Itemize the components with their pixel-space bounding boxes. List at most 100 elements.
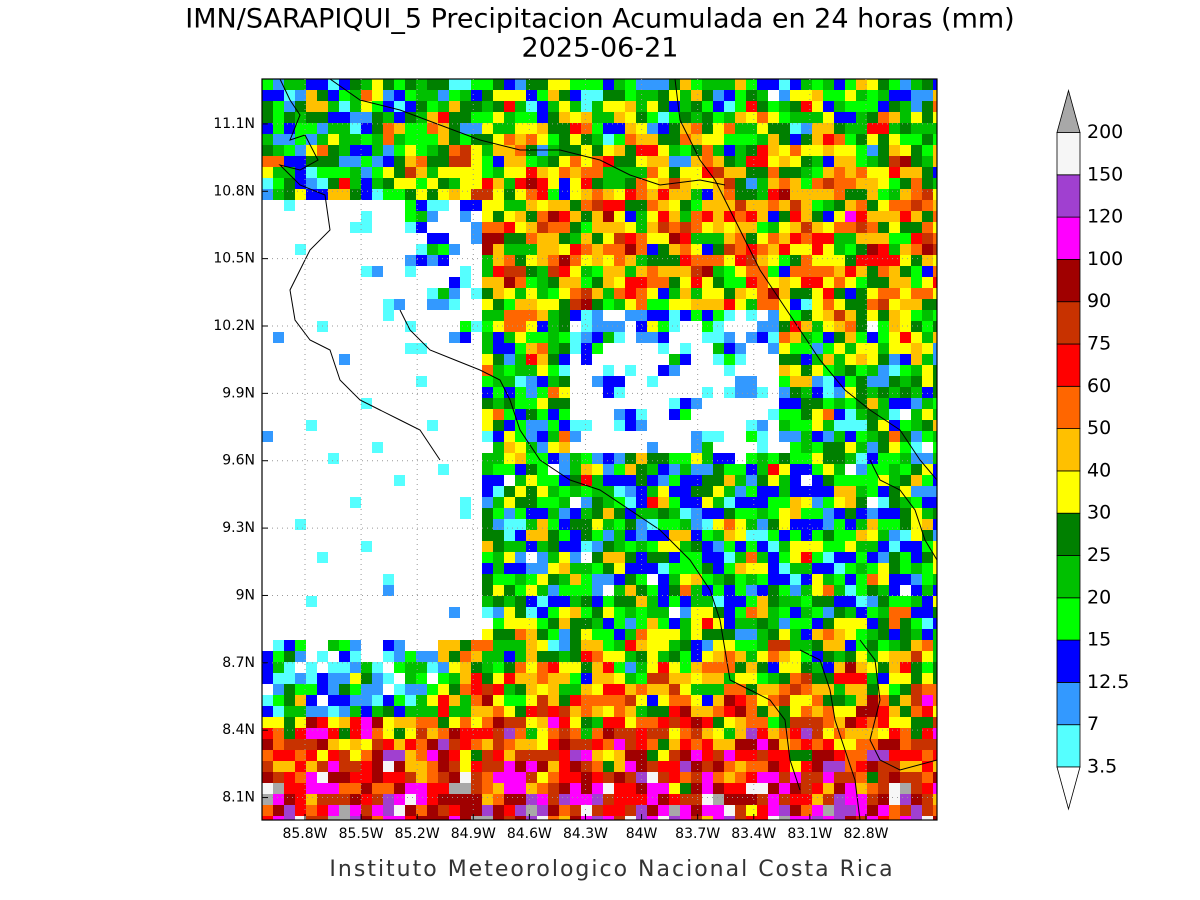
field-cell — [603, 695, 615, 707]
field-cell — [295, 244, 307, 256]
field-cell — [262, 640, 274, 652]
field-cell — [438, 486, 450, 498]
field-cell — [449, 772, 461, 784]
field-cell — [460, 123, 472, 135]
field-cell — [394, 145, 406, 157]
field-cell — [658, 376, 670, 388]
field-cell — [394, 574, 406, 586]
field-cell — [933, 365, 937, 377]
field-cell — [867, 574, 879, 586]
field-cell — [691, 794, 703, 806]
coastline — [278, 79, 441, 461]
field-cell — [757, 596, 769, 608]
field-cell — [680, 739, 692, 751]
field-cell — [669, 706, 681, 718]
field-cell — [889, 816, 901, 820]
field-cell — [702, 607, 714, 619]
field-cell — [273, 332, 285, 344]
field-cell — [482, 299, 494, 311]
field-cell — [295, 816, 307, 820]
field-cell — [559, 398, 571, 410]
field-cell — [482, 409, 494, 421]
field-cell — [933, 805, 937, 817]
field-cell — [878, 783, 890, 795]
field-cell — [845, 211, 857, 223]
field-cell — [779, 706, 791, 718]
field-cell — [383, 706, 395, 718]
field-cell — [933, 310, 937, 322]
field-cell — [922, 79, 934, 91]
field-cell — [394, 90, 406, 102]
field-cell — [361, 354, 373, 366]
field-cell — [614, 651, 626, 663]
field-cell — [889, 486, 901, 498]
field-cell — [691, 541, 703, 553]
field-cell — [724, 167, 736, 179]
field-cell — [372, 750, 384, 762]
field-cell — [636, 90, 648, 102]
field-cell — [383, 112, 395, 124]
field-cell — [559, 739, 571, 751]
field-cell — [702, 618, 714, 630]
field-cell — [834, 431, 846, 443]
field-cell — [592, 244, 604, 256]
field-cell — [845, 409, 857, 421]
field-cell — [625, 673, 637, 685]
field-cell — [834, 112, 846, 124]
field-cell — [900, 717, 912, 729]
field-cell — [548, 805, 560, 817]
field-cell — [548, 409, 560, 421]
field-cell — [405, 156, 417, 168]
field-cell — [284, 530, 296, 542]
field-cell — [328, 508, 340, 520]
field-cell — [647, 79, 659, 91]
field-cell — [361, 244, 373, 256]
field-cell — [768, 332, 780, 344]
field-cell — [691, 519, 703, 531]
field-cell — [262, 574, 274, 586]
field-cell — [603, 123, 615, 135]
field-cell — [900, 189, 912, 201]
field-cell — [262, 90, 274, 102]
field-cell — [372, 739, 384, 751]
field-cell — [295, 145, 307, 157]
field-cell — [361, 200, 373, 212]
field-cell — [724, 101, 736, 113]
field-cell — [702, 156, 714, 168]
field-cell — [361, 79, 373, 91]
field-cell — [350, 354, 362, 366]
field-cell — [515, 398, 527, 410]
field-cell — [328, 222, 340, 234]
field-cell — [845, 750, 857, 762]
field-cell — [361, 552, 373, 564]
field-cell — [515, 211, 527, 223]
field-cell — [779, 486, 791, 498]
field-cell — [636, 376, 648, 388]
x-tick-label: 83.1W — [787, 826, 832, 842]
field-cell — [295, 288, 307, 300]
field-cell — [658, 442, 670, 454]
field-cell — [691, 387, 703, 399]
field-cell — [867, 167, 879, 179]
field-cell — [647, 783, 659, 795]
field-cell — [702, 717, 714, 729]
field-cell — [625, 794, 637, 806]
field-cell — [295, 112, 307, 124]
field-cell — [559, 101, 571, 113]
field-cell — [933, 783, 937, 795]
field-cell — [592, 211, 604, 223]
field-cell — [691, 266, 703, 278]
field-cell — [438, 761, 450, 773]
field-cell — [361, 508, 373, 520]
field-cell — [713, 222, 725, 234]
field-cell — [900, 805, 912, 817]
field-cell — [317, 354, 329, 366]
field-cell — [812, 376, 824, 388]
field-cell — [878, 343, 890, 355]
field-cell — [537, 222, 549, 234]
field-cell — [790, 299, 802, 311]
field-cell — [482, 651, 494, 663]
field-cell — [889, 574, 901, 586]
field-cell — [372, 497, 384, 509]
field-cell — [449, 761, 461, 773]
